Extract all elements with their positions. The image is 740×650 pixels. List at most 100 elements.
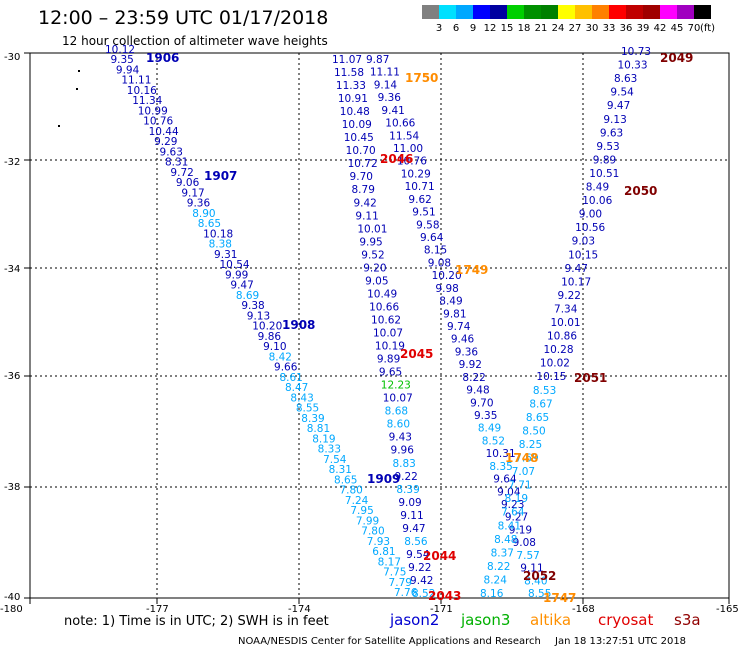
wave-height-value: 8.22 (462, 372, 485, 384)
pass-label: 2046 (380, 152, 413, 166)
legend-label: 27 (569, 23, 582, 34)
legend-label: 42 (654, 23, 667, 34)
wave-height-value: 10.66 (385, 118, 415, 130)
wave-height-value: 9.87 (366, 54, 389, 66)
legend-label: 39 (637, 23, 650, 34)
wave-height-value: 9.35 (110, 54, 133, 66)
wave-height-value: 10.72 (348, 158, 378, 170)
legend-label: 70 (688, 23, 701, 34)
wave-height-value: 8.19 (312, 433, 335, 445)
wave-height-value: 8.81 (307, 423, 330, 435)
footer-center: NOAA/NESDIS Center for Satellite Applica… (238, 636, 541, 647)
wave-height-value: 9.70 (350, 171, 373, 183)
wave-height-value: 8.49 (586, 182, 609, 194)
wave-height-value: 9.22 (394, 471, 417, 483)
pass-label: 1908 (282, 318, 315, 332)
satellite-s3a: s3a (674, 611, 701, 629)
wave-height-value: 10.56 (575, 222, 605, 234)
wave-height-value: 9.36 (187, 198, 211, 210)
wave-height-value: 8.63 (614, 73, 637, 85)
wave-height-value: 8.25 (519, 439, 542, 451)
wave-height-value: 8.39 (396, 484, 419, 496)
wave-height-value: 9.27 (505, 512, 528, 524)
wave-height-value: 8.22 (487, 561, 510, 573)
legend-swatch (626, 5, 643, 19)
legend-unit: (ft) (700, 23, 715, 34)
wave-height-value: 10.07 (383, 393, 413, 405)
wave-height-value: 8.47 (285, 382, 308, 394)
lat-label-38: -38 (4, 482, 20, 493)
wave-height-value: 6.81 (372, 546, 395, 558)
wave-height-value: 10.29 (401, 168, 431, 180)
wave-height-value: 8.55 (296, 403, 319, 415)
wave-height-value: 9.10 (263, 341, 286, 353)
wave-height-value: 9.19 (509, 524, 532, 536)
lat-label-32: -32 (4, 157, 20, 168)
wave-height-value: 10.17 (561, 276, 591, 288)
wave-height-value: 10.20 (252, 321, 282, 333)
wave-height-value: 9.08 (513, 537, 536, 549)
map-frame (29, 52, 730, 599)
wave-height-value: 11.11 (370, 67, 400, 79)
wave-height-value: 7.34 (554, 303, 578, 315)
wave-height-value: 9.47 (565, 263, 588, 275)
wave-height-value: 10.86 (547, 331, 577, 343)
wave-height-value: 10.06 (582, 195, 612, 207)
wave-height-value: 8.41 (498, 520, 521, 532)
wave-height-value: 9.52 (361, 249, 384, 261)
pass-label: 1747 (543, 591, 576, 605)
legend-swatch (422, 5, 439, 19)
wave-height-value: 8.38 (209, 239, 232, 251)
wave-height-value: 8.49 (478, 423, 501, 435)
wave-height-value: 8.55 (528, 588, 551, 600)
map-grid (24, 52, 730, 604)
wave-height-value: 10.02 (540, 358, 570, 370)
wave-height-value: 9.62 (408, 194, 431, 206)
legend-swatch (456, 5, 473, 19)
pass-label: 1909 (367, 472, 400, 486)
wave-height-value: 9.74 (447, 321, 471, 333)
wave-height-value: 11.58 (334, 67, 364, 79)
wave-height-value: 10.70 (346, 145, 376, 157)
wave-height-value: 9.09 (398, 497, 421, 509)
wave-height-value: 9.08 (428, 257, 451, 269)
wave-height-value: 9.11 (400, 510, 423, 522)
wave-height-value: 11.07 (332, 54, 362, 66)
wave-height-value: 8.83 (392, 458, 415, 470)
wave-height-value: 10.15 (568, 249, 598, 261)
wave-height-value: 8.42 (269, 351, 292, 363)
wave-height-value: 9.31 (214, 249, 237, 261)
wave-height-value: 11.54 (389, 130, 419, 142)
wave-height-value: 10.66 (369, 301, 399, 313)
page-title: 12:00 – 23:59 UTC 01/17/2018 (38, 7, 328, 29)
wave-height-value: 9.22 (558, 290, 581, 302)
lon-label-174: -174 (288, 604, 311, 615)
wave-height-value: 8.52 (482, 435, 505, 447)
legend-label: 33 (603, 23, 616, 34)
wave-height-value: 9.47 (607, 100, 630, 112)
wave-height-value: 7.24 (345, 495, 369, 507)
wave-height-value: 11.34 (132, 95, 162, 107)
legend-swatch (575, 5, 592, 19)
wave-height-value: 9.58 (416, 219, 439, 231)
wave-height-value: 8.17 (378, 556, 401, 568)
wave-height-value: 8.90 (192, 208, 215, 220)
wave-height-value: 10.28 (543, 344, 573, 356)
pass-label: 2043 (428, 589, 461, 603)
legend-label: 9 (470, 23, 476, 34)
legend-label: 12 (484, 23, 497, 34)
wave-height-value: 8.61 (279, 372, 302, 384)
wave-height-value: 7.79 (389, 577, 412, 589)
wave-height-value: 9.04 (497, 486, 521, 498)
wave-height-value: 8.31 (165, 157, 188, 169)
wave-height-value: 8.39 (301, 413, 324, 425)
wave-height-value: 11.11 (121, 75, 151, 87)
wave-height-value: 12.23 (381, 380, 411, 392)
wave-height-value: 11.33 (336, 80, 366, 92)
wave-height-value: 8.50 (522, 425, 545, 437)
wave-height-value: 9.54 (610, 87, 634, 99)
wave-height-value: 9.64 (420, 232, 444, 244)
wave-height-value: 7.07 (512, 466, 535, 478)
wave-height-value: 10.76 (397, 156, 427, 168)
